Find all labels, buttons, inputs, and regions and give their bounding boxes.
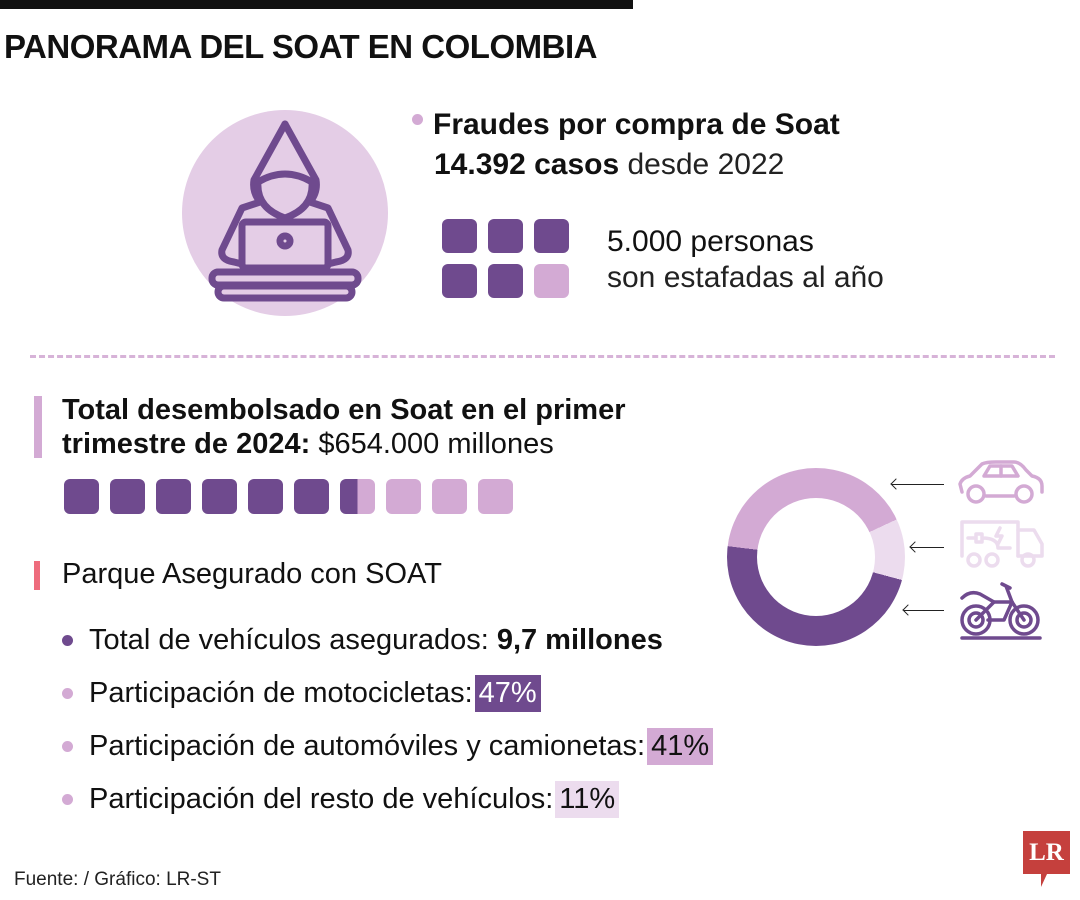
cases-since: desde 2022 xyxy=(627,148,785,181)
hacker-icon xyxy=(182,110,388,316)
person-square xyxy=(442,264,477,298)
list-item-cars: Participación de automóviles y camioneta… xyxy=(62,720,714,773)
disbursed-squares xyxy=(64,479,513,514)
arrow-motorcycle xyxy=(904,610,944,611)
arrow-car xyxy=(892,484,944,485)
electric-truck-icon xyxy=(960,520,1044,568)
money-square xyxy=(64,479,99,514)
money-square xyxy=(156,479,191,514)
parque-list: Total de vehículos asegurados: 9,7 millo… xyxy=(62,614,714,826)
person-square xyxy=(442,219,477,253)
people-scammed: 5.000 personas son estafadas al año xyxy=(607,224,884,296)
fraud-heading: Fraudes por compra de Soat xyxy=(412,108,840,142)
people-value: 5.000 personas xyxy=(607,225,814,258)
money-square xyxy=(340,479,375,514)
parque-title: Parque Asegurado con SOAT xyxy=(62,558,442,590)
section-marker-red xyxy=(34,561,40,590)
list-item-other: Participación del resto de vehículos: 11… xyxy=(62,773,713,826)
percent-badge: 11% xyxy=(555,781,620,818)
section-divider xyxy=(30,355,1055,358)
bullet-dot xyxy=(62,635,73,646)
arrow-truck xyxy=(911,547,944,548)
money-square xyxy=(386,479,421,514)
list-item-total: Total de vehículos asegurados: 9,7 millo… xyxy=(62,614,713,667)
percent-badge: 41% xyxy=(647,728,714,765)
people-squares xyxy=(442,219,569,298)
bullet-dot xyxy=(62,741,73,752)
money-square xyxy=(110,479,145,514)
money-square xyxy=(294,479,329,514)
bullet-dot xyxy=(62,688,73,699)
page-title: PANORAMA DEL SOAT EN COLOMBIA xyxy=(4,28,597,65)
car-icon xyxy=(958,460,1044,504)
list-item-motorcycles: Participación de motocicletas: 47% xyxy=(62,667,713,720)
motorcycle-icon xyxy=(960,582,1042,640)
person-square xyxy=(534,219,569,253)
money-square xyxy=(248,479,283,514)
section-marker xyxy=(34,396,42,458)
bullet-dot xyxy=(412,113,423,125)
lr-logo: LR xyxy=(1023,831,1070,887)
top-rule xyxy=(0,0,633,9)
people-caption: son estafadas al año xyxy=(607,261,884,294)
bullet-dot xyxy=(62,794,73,805)
money-square xyxy=(202,479,237,514)
money-square xyxy=(432,479,467,514)
money-square xyxy=(478,479,513,514)
disbursed-heading: Total desembolsado en Soat en el primer … xyxy=(62,394,626,460)
disbursed-value: $654.000 millones xyxy=(318,428,554,460)
cases-value: 14.392 casos xyxy=(434,148,620,181)
person-square xyxy=(534,264,569,298)
fraud-cases: 14.392 casos desde 2022 xyxy=(434,148,784,182)
person-square xyxy=(488,264,523,298)
person-square xyxy=(488,219,523,253)
donut-chart xyxy=(727,468,905,646)
source-footer: Fuente: / Gráfico: LR-ST xyxy=(14,869,221,890)
percent-badge: 47% xyxy=(474,675,541,712)
